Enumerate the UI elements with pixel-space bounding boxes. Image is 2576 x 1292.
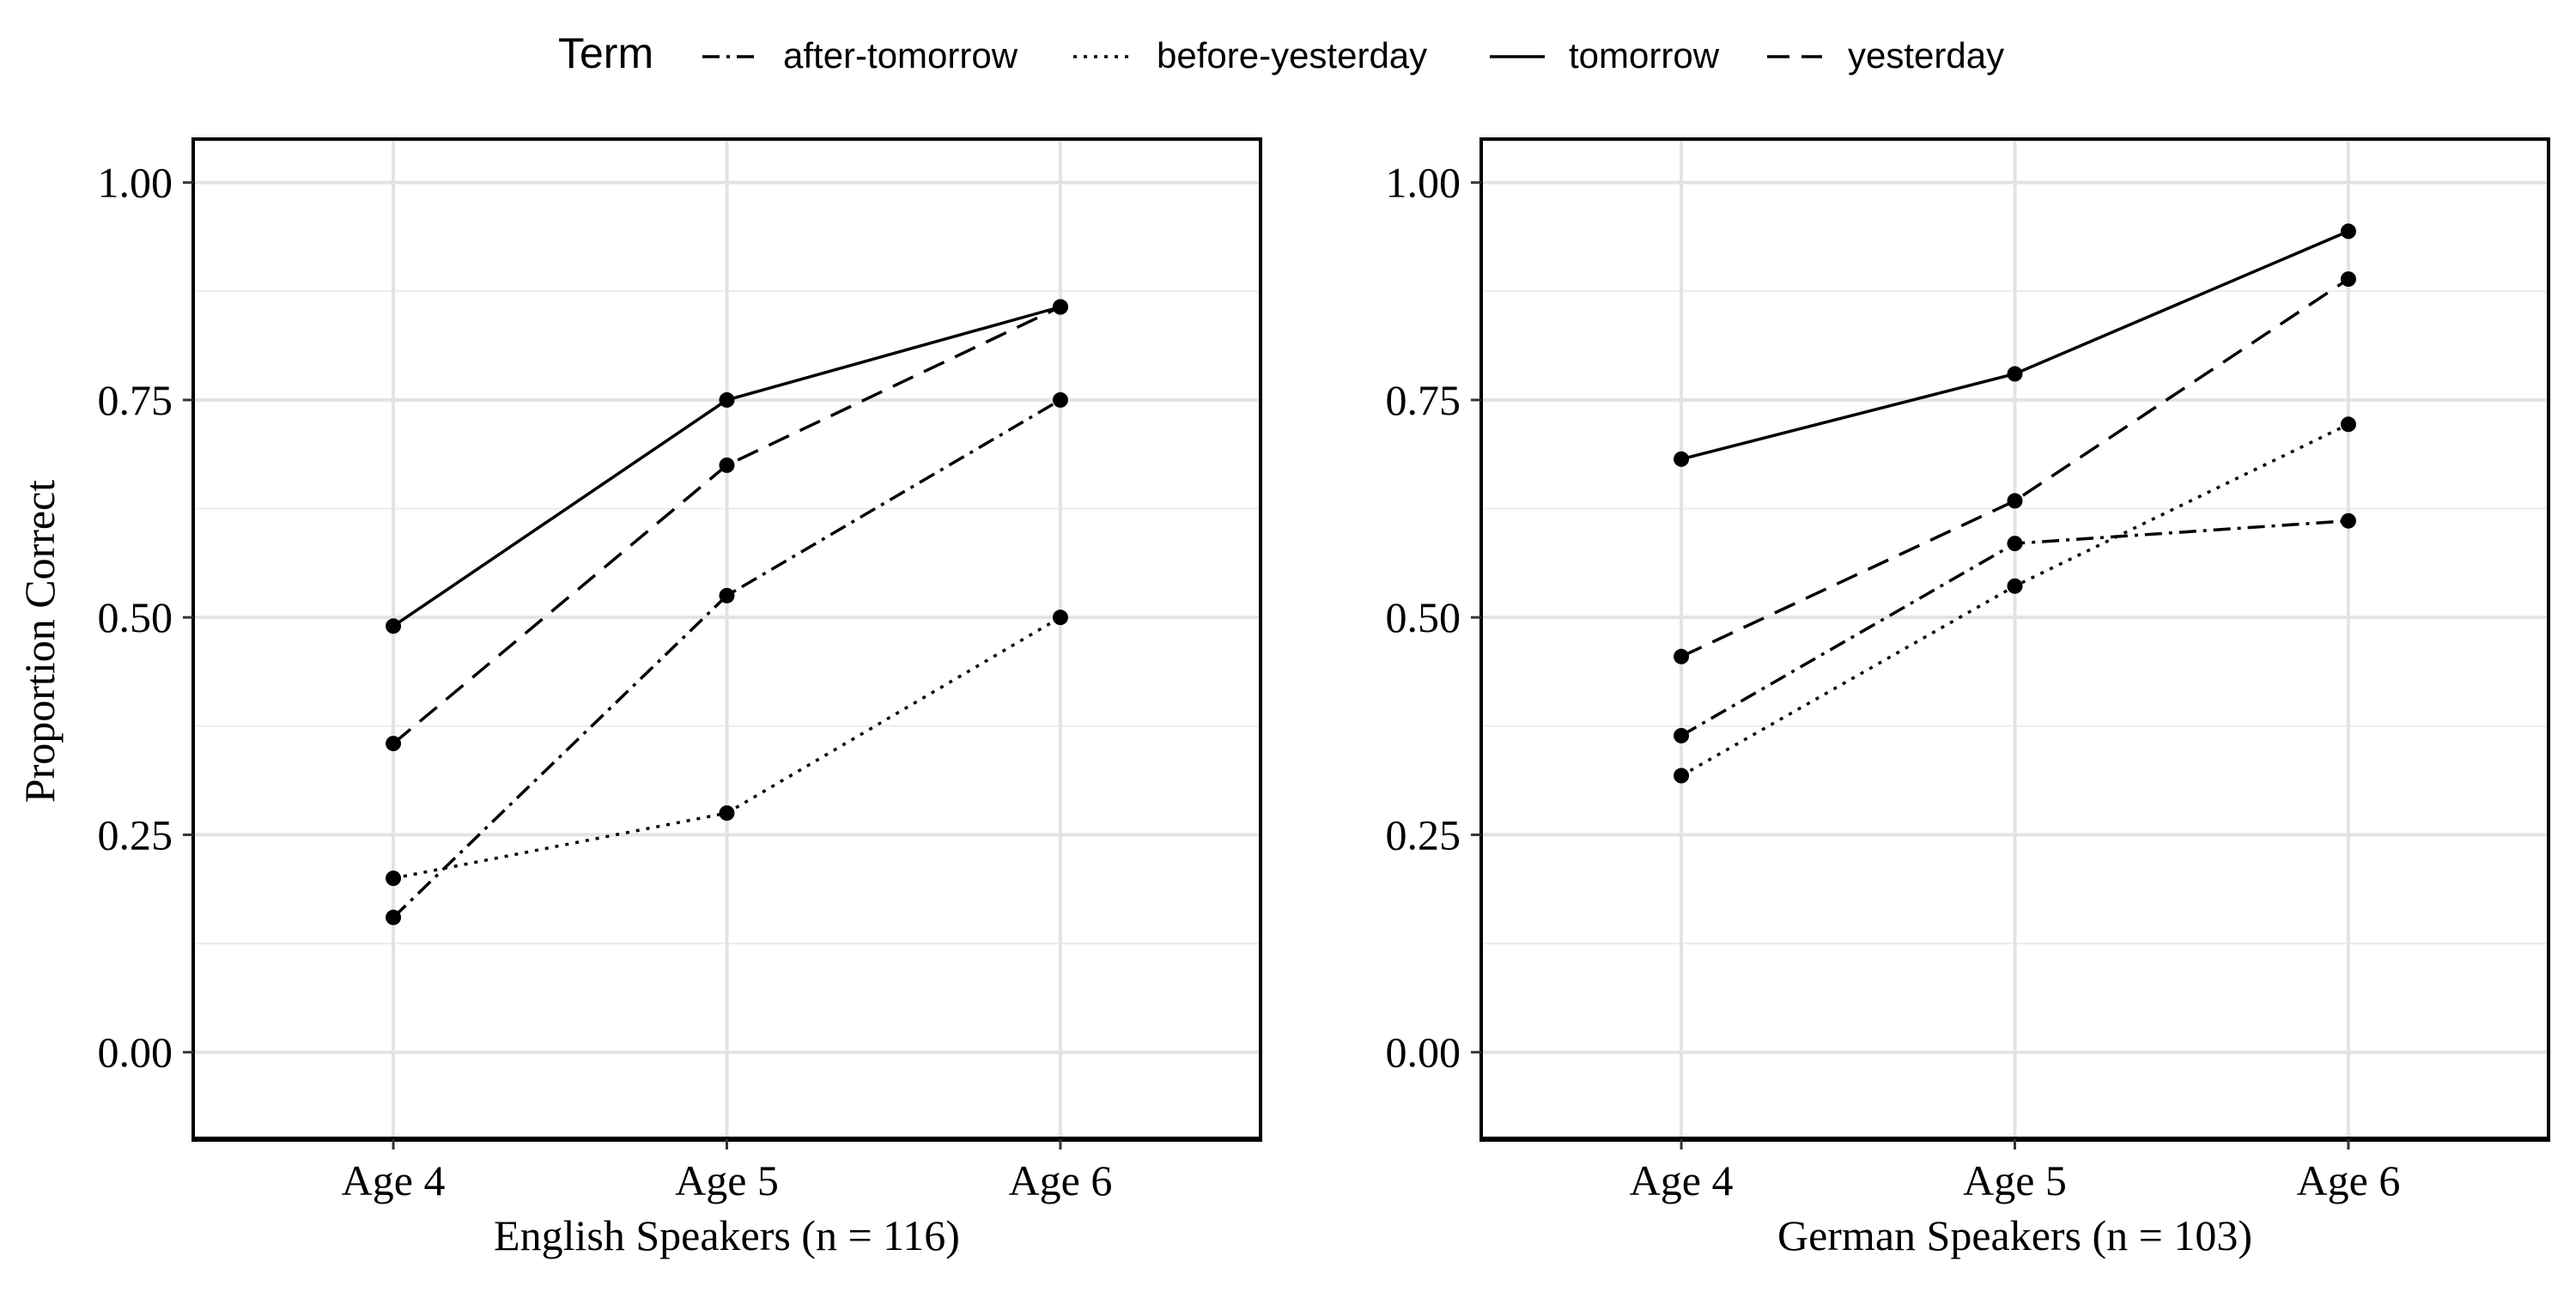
y-tick-label: 0.50 xyxy=(98,593,173,641)
x-tick-label: Age 4 xyxy=(342,1156,446,1204)
y-tick-label: 1.00 xyxy=(1386,159,1461,207)
data-point-yesterday xyxy=(1674,648,1690,664)
y-axis-title: Proportion Correct xyxy=(15,480,64,803)
data-point-after-tomorrow xyxy=(386,909,402,925)
series-tomorrow xyxy=(1674,223,2356,467)
y-tick-label: 0.25 xyxy=(1386,810,1461,858)
panel-1: 0.00 0.25 0.50 0.75 1.00 Age 4 Age 5 Age 6 Engli… xyxy=(98,137,1262,1259)
series-after-tomorrow xyxy=(386,391,1068,925)
data-point-after-tomorrow xyxy=(719,587,735,604)
data-point-tomorrow xyxy=(719,391,735,408)
x-axis-title: English Speakers (n = 116) xyxy=(494,1211,960,1259)
series-line-yesterday xyxy=(1680,277,2349,658)
data-point-before-yesterday xyxy=(386,870,402,887)
panel-2: 0.00 0.25 0.50 0.75 1.00 Age 4 Age 5 Age 6 Germa… xyxy=(1386,137,2550,1259)
data-point-before-yesterday xyxy=(2007,578,2023,594)
data-point-after-tomorrow xyxy=(1674,727,1690,743)
y-tick-label: 0.00 xyxy=(1386,1028,1461,1077)
x-tick-label: Age 5 xyxy=(675,1156,779,1204)
series-after-tomorrow xyxy=(1674,513,2356,743)
legend-label-after-tomorrow: after-tomorrow xyxy=(783,35,1018,76)
y-tick-label: 0.25 xyxy=(98,810,173,858)
x-tick-label: Age 5 xyxy=(1963,1156,2067,1204)
data-point-yesterday xyxy=(719,457,735,473)
gridlines xyxy=(193,139,1261,1139)
legend-title: Term xyxy=(558,29,653,77)
y-tick-label: 0.00 xyxy=(98,1028,173,1077)
x-axis-title: German Speakers (n = 103) xyxy=(1777,1211,2252,1259)
y-tick-label: 0.50 xyxy=(1386,593,1461,641)
data-point-before-yesterday xyxy=(1052,610,1068,626)
series-yesterday xyxy=(1674,271,2356,664)
series-before-yesterday xyxy=(386,610,1068,887)
series-yesterday xyxy=(386,299,1068,752)
data-point-before-yesterday xyxy=(2340,416,2356,433)
data-point-tomorrow xyxy=(2007,366,2023,382)
data-point-before-yesterday xyxy=(719,805,735,822)
x-tick-label: Age 6 xyxy=(2297,1156,2401,1204)
gridlines xyxy=(1481,139,2549,1139)
data-point-after-tomorrow xyxy=(1052,391,1068,408)
legend-label-yesterday: yesterday xyxy=(1848,35,2004,76)
x-tick-label: Age 6 xyxy=(1009,1156,1113,1204)
data-point-after-tomorrow xyxy=(2340,513,2356,529)
legend-label-before-yesterday: before-yesterday xyxy=(1157,35,1427,76)
legend: Term after-tomorrow before-yesterday tomorr… xyxy=(558,29,2004,77)
data-point-yesterday xyxy=(386,736,402,752)
y-tick-label: 0.75 xyxy=(1386,376,1461,424)
data-point-yesterday xyxy=(2340,271,2356,288)
data-point-yesterday xyxy=(2007,493,2023,509)
series-before-yesterday xyxy=(1674,416,2356,784)
y-tick-label: 1.00 xyxy=(98,159,173,207)
data-point-after-tomorrow xyxy=(2007,536,2023,552)
x-tick-label: Age 4 xyxy=(1630,1156,1734,1204)
data-point-tomorrow xyxy=(1674,451,1690,467)
data-point-before-yesterday xyxy=(1674,767,1690,784)
y-tick-label: 0.75 xyxy=(98,376,173,424)
data-point-tomorrow xyxy=(2340,223,2356,240)
data-point-tomorrow xyxy=(386,618,402,634)
legend-label-tomorrow: tomorrow xyxy=(1569,35,1720,76)
data-point-yesterday xyxy=(1052,299,1068,315)
